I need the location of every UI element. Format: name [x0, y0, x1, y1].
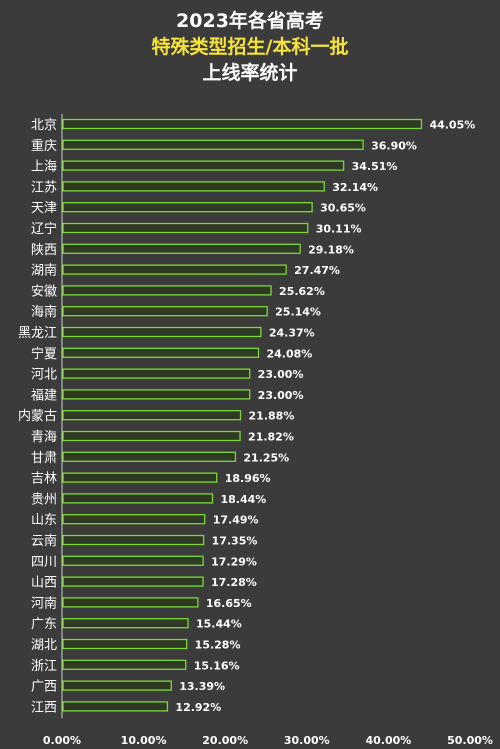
bar	[62, 493, 214, 504]
category-label: 辽宁	[31, 221, 57, 237]
bar	[62, 222, 309, 234]
x-tick-label: 20.00%	[202, 734, 248, 747]
value-label: 21.88%	[249, 410, 295, 423]
category-label: 北京	[31, 118, 57, 133]
bar	[62, 618, 189, 629]
value-label: 29.18%	[308, 243, 354, 256]
title-line-1: 2023年各省高考	[176, 10, 324, 32]
value-label: 17.29%	[211, 555, 257, 568]
value-label: 15.28%	[195, 639, 241, 652]
bar	[62, 202, 313, 213]
value-label: 32.14%	[332, 181, 378, 194]
chart-title: 2023年各省高考 特殊类型招生/本科一批 上线率统计	[0, 8, 500, 86]
category-label: 黑龙江	[18, 326, 57, 341]
category-label: 浙江	[31, 659, 57, 674]
value-label: 23.00%	[258, 389, 304, 402]
value-label: 24.08%	[266, 347, 312, 360]
category-label: 天津	[31, 201, 57, 216]
category-label: 甘肃	[31, 451, 57, 466]
bar	[62, 285, 272, 296]
bar	[62, 576, 204, 587]
category-label: 福建	[31, 388, 57, 403]
value-label: 18.96%	[225, 472, 271, 485]
category-label: 贵州	[31, 492, 57, 507]
value-label: 21.25%	[243, 451, 289, 464]
category-label: 广西	[31, 680, 57, 695]
category-label: 安徽	[31, 284, 57, 299]
category-label: 上海	[31, 160, 57, 175]
bar	[62, 514, 206, 525]
value-label: 18.44%	[220, 493, 266, 506]
bar	[62, 680, 172, 691]
value-label: 27.47%	[294, 264, 340, 277]
value-label: 21.82%	[248, 431, 294, 444]
bar	[62, 118, 423, 130]
category-label: 内蒙古	[18, 408, 57, 424]
category-label: 重庆	[31, 138, 57, 154]
category-label: 陕西	[31, 243, 57, 258]
category-label: 湖南	[31, 263, 57, 279]
category-label: 江西	[31, 700, 57, 715]
bar	[62, 451, 237, 462]
bar	[62, 243, 301, 254]
bar	[62, 534, 205, 546]
category-label: 河北	[31, 368, 57, 383]
value-label: 25.62%	[279, 285, 325, 298]
title-line-3: 上线率统计	[202, 62, 298, 84]
bar	[62, 347, 260, 358]
value-label: 34.51%	[352, 160, 398, 173]
bar	[62, 306, 268, 317]
bar	[62, 555, 204, 566]
category-label: 海南	[31, 304, 57, 320]
category-label: 河南	[31, 595, 57, 611]
x-tick-label: 0.00%	[43, 734, 81, 747]
bar	[62, 701, 169, 712]
bar	[62, 368, 251, 379]
bar	[62, 472, 218, 483]
bar	[62, 160, 345, 171]
category-label: 宁夏	[31, 346, 57, 362]
bar	[62, 264, 287, 275]
value-label: 16.65%	[206, 597, 252, 610]
x-tick-label: 30.00%	[284, 734, 330, 747]
category-label: 山西	[31, 576, 57, 591]
value-label: 17.28%	[211, 576, 257, 589]
bar	[62, 430, 241, 442]
bar	[62, 597, 199, 608]
category-label: 江苏	[31, 179, 57, 195]
value-label: 36.90%	[371, 139, 417, 152]
bar	[62, 181, 325, 192]
bar	[62, 139, 364, 150]
value-label: 24.37%	[269, 327, 315, 340]
category-label: 吉林	[31, 472, 57, 487]
bar	[62, 326, 262, 338]
bar	[62, 659, 187, 670]
category-label: 云南	[31, 533, 57, 549]
x-tick-label: 10.00%	[121, 734, 167, 747]
value-label: 44.05%	[429, 119, 475, 132]
value-label: 25.14%	[275, 306, 321, 319]
value-label: 30.65%	[320, 202, 366, 215]
value-label: 15.44%	[196, 618, 242, 631]
value-label: 12.92%	[175, 701, 221, 714]
value-label: 15.16%	[194, 659, 240, 672]
category-label: 青海	[31, 430, 57, 445]
title-line-2: 特殊类型招生/本科一批	[151, 36, 349, 58]
value-label: 17.49%	[213, 514, 259, 527]
x-tick-label: 40.00%	[365, 734, 411, 747]
x-tick-label: 50.00%	[447, 734, 493, 747]
category-label: 四川	[31, 555, 57, 570]
value-label: 13.39%	[179, 680, 225, 693]
value-label: 23.00%	[258, 368, 304, 381]
value-label: 30.11%	[316, 223, 362, 236]
bar	[62, 638, 188, 650]
category-label: 山东	[31, 513, 57, 528]
category-label: 广东	[31, 617, 57, 632]
value-label: 17.35%	[212, 535, 258, 548]
bar	[62, 389, 251, 400]
category-label: 湖北	[31, 638, 57, 653]
bar	[62, 410, 242, 421]
